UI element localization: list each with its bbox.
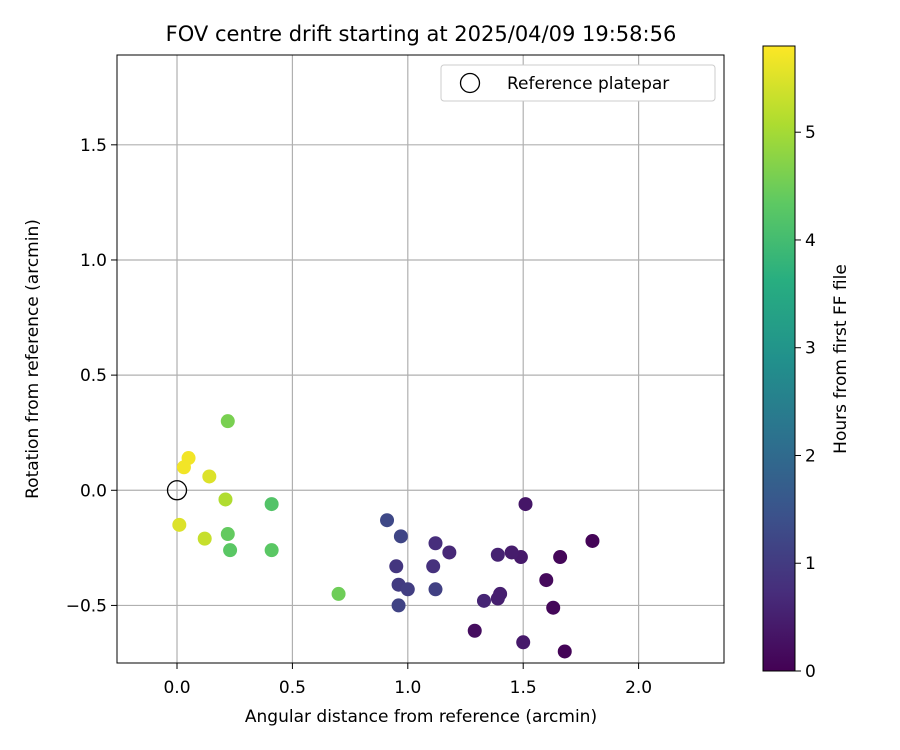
data-point <box>557 644 572 659</box>
data-point <box>202 469 217 484</box>
data-point <box>428 582 443 597</box>
data-point <box>467 623 482 638</box>
data-point <box>197 531 212 546</box>
reference-marker <box>166 480 188 501</box>
data-point <box>426 559 441 574</box>
data-point <box>393 529 408 544</box>
legend-reference-marker <box>459 72 481 94</box>
y-tick-label: 0.5 <box>80 366 107 386</box>
reference-marker-group <box>166 480 188 501</box>
data-point <box>331 586 346 601</box>
colorbar-tick-label: 3 <box>805 339 816 359</box>
data-point <box>490 591 505 606</box>
data-point <box>428 536 443 551</box>
data-point <box>218 492 233 507</box>
colorbar-tick-label: 5 <box>805 123 816 143</box>
data-point <box>220 527 235 542</box>
x-tick-label: 0.0 <box>163 678 190 698</box>
grid-lines <box>117 55 724 663</box>
data-point <box>518 497 533 512</box>
data-point <box>546 600 561 615</box>
data-point <box>220 414 235 429</box>
colorbar-label: Hours from first FF file <box>831 264 851 454</box>
y-axis-label: Rotation from reference (arcmin) <box>23 219 43 499</box>
data-point <box>539 573 554 588</box>
y-tick-label: 1.0 <box>80 251 107 271</box>
data-point <box>391 598 406 613</box>
data-point <box>476 593 491 608</box>
data-point <box>264 543 279 558</box>
data-point <box>172 517 187 532</box>
x-tick-label: 1.0 <box>394 678 421 698</box>
data-point <box>223 543 238 558</box>
data-point <box>389 559 404 574</box>
x-tick-label: 0.5 <box>279 678 306 698</box>
colorbar-tick-label: 1 <box>805 554 816 574</box>
data-points <box>172 414 600 659</box>
data-point <box>553 550 568 565</box>
plot-background <box>117 55 724 663</box>
x-axis-ticks: 0.0 0.5 1.0 1.5 2.0 <box>163 663 652 698</box>
data-point <box>400 582 415 597</box>
data-point <box>516 635 531 650</box>
x-tick-label: 1.5 <box>510 678 537 698</box>
legend-entry-reference: Reference platepar <box>507 74 669 94</box>
plot-frame <box>116 54 725 664</box>
chart-title: FOV centre drift starting at 2025/04/09 … <box>166 22 677 46</box>
colorbar-tick-label: 2 <box>805 446 816 466</box>
legend-box <box>440 64 716 102</box>
data-point <box>380 513 395 528</box>
colorbar-ticks: 0 1 2 3 4 5 <box>795 123 816 682</box>
data-point <box>442 545 457 560</box>
plot-area: 0.0 0.5 1.0 1.5 2.0 −0.5 0.0 0.5 1.0 1.5 <box>66 54 725 698</box>
data-point <box>176 460 191 475</box>
data-point <box>264 497 279 512</box>
legend: Reference platepar <box>440 64 716 102</box>
data-point <box>490 547 505 562</box>
x-axis-label: Angular distance from reference (arcmin) <box>245 707 597 727</box>
y-tick-label: 0.0 <box>80 481 107 501</box>
y-axis-ticks: −0.5 0.0 0.5 1.0 1.5 <box>66 136 117 616</box>
data-point <box>504 545 519 560</box>
colorbar: 0 1 2 3 4 5 Hours from first FF file <box>762 45 851 682</box>
y-tick-label: 1.5 <box>80 136 107 156</box>
colorbar-tick-label: 4 <box>805 231 816 251</box>
y-tick-label: −0.5 <box>66 596 107 616</box>
x-tick-label: 2.0 <box>625 678 652 698</box>
colorbar-gradient <box>762 45 796 672</box>
colorbar-tick-label: 0 <box>805 662 816 682</box>
data-point <box>585 533 600 548</box>
